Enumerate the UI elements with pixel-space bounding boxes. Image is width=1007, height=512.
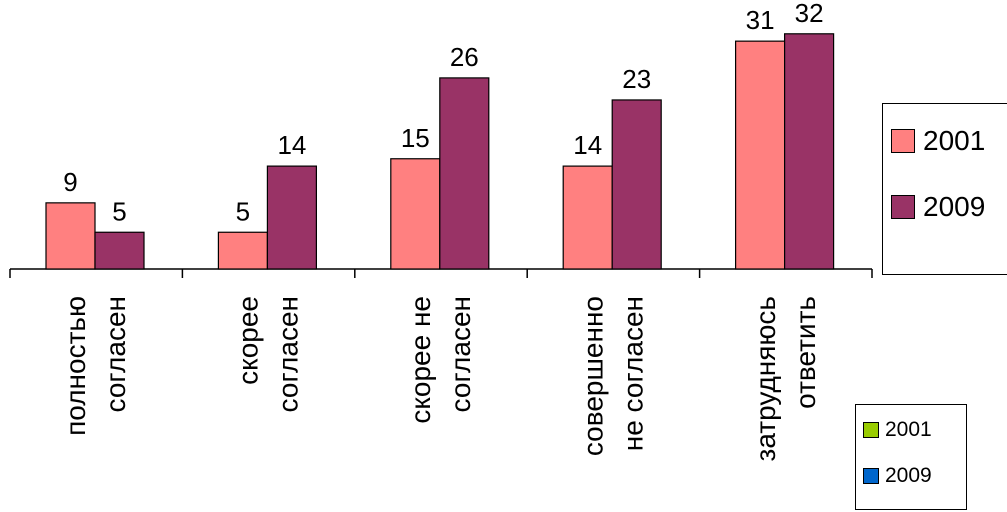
- legend-swatch-2009: [891, 195, 915, 219]
- category-label-2: скорее: [233, 296, 264, 385]
- legend-label-2009: 2009: [923, 191, 986, 222]
- category-label-1: полностью: [60, 296, 91, 436]
- data-label-2001-5: 31: [746, 5, 775, 35]
- secondary-legend-item-2001: 2001: [863, 415, 966, 445]
- category-label-3: согласен: [445, 296, 476, 412]
- bar-2009-1: [94, 231, 145, 270]
- data-label-2009-4: 23: [622, 64, 651, 94]
- category-label-2: согласен: [273, 296, 304, 412]
- bar-2009-2: [266, 165, 317, 270]
- data-label-2009-5: 32: [795, 0, 824, 28]
- data-label-2009-3: 26: [450, 42, 479, 72]
- secondary-legend-label-2001: 2001: [885, 418, 932, 441]
- bar-2001-3: [390, 158, 441, 270]
- bar-2001-1: [45, 202, 96, 270]
- legend-label-2001: 2001: [923, 125, 986, 156]
- secondary-legend-swatch-2001: [863, 422, 879, 438]
- data-label-2001-2: 5: [236, 196, 250, 226]
- bar-2001-4: [562, 165, 613, 270]
- category-label-5: затрудняюсь: [750, 296, 781, 462]
- category-label-4: совершенно: [577, 296, 608, 456]
- bar-2009-3: [439, 77, 490, 270]
- secondary-legend-label-2009: 2009: [885, 464, 932, 487]
- category-label-5: ответить: [790, 296, 821, 409]
- data-label-2009-1: 5: [112, 196, 126, 226]
- legend-item-2001: 2001: [891, 120, 1007, 162]
- secondary-legend: 2001 2009: [855, 404, 967, 510]
- bar-2001-5: [734, 40, 786, 270]
- bar-2009-5: [783, 33, 835, 270]
- secondary-legend-swatch-2009: [863, 468, 879, 484]
- data-label-2001-4: 14: [573, 130, 602, 160]
- category-label-3: скорее не: [405, 296, 436, 424]
- legend-swatch-2001: [891, 129, 915, 153]
- data-label-2001-1: 9: [63, 167, 77, 197]
- category-label-1: согласен: [100, 296, 131, 412]
- legend: 2001 2009: [882, 103, 1007, 275]
- category-label-4: не согласен: [617, 296, 648, 451]
- data-label-2001-3: 15: [401, 123, 430, 153]
- data-label-2009-2: 14: [277, 130, 306, 160]
- bar-2009-4: [611, 99, 662, 270]
- bar-2001-2: [217, 231, 268, 270]
- secondary-legend-item-2009: 2009: [863, 461, 966, 491]
- legend-item-2009: 2009: [891, 186, 1007, 228]
